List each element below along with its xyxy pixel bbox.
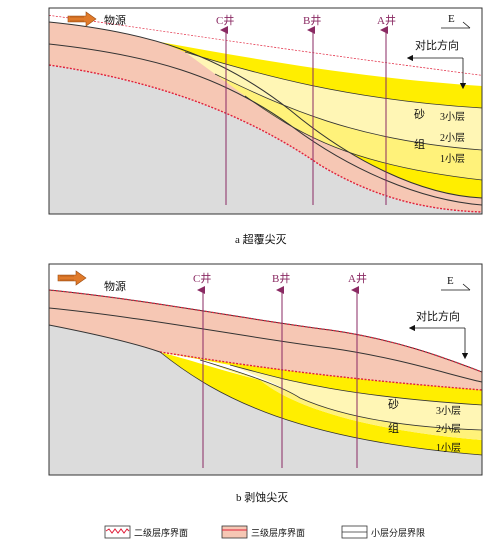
layer-label-2-b: 2小层 xyxy=(436,423,461,435)
direction-letter-a: E xyxy=(448,13,455,25)
basement-b xyxy=(49,325,482,475)
well-label-b-a: B井 xyxy=(303,13,321,27)
panel-b-frame xyxy=(48,263,483,476)
well-b-a: B井 xyxy=(303,13,321,205)
legend-item-double: 三级层序界面 xyxy=(221,525,305,539)
well-label-a-a: A井 xyxy=(377,13,396,27)
basement-a xyxy=(49,65,482,214)
group-char-2-b: 组 xyxy=(388,421,399,435)
legend-label-plain: 小层分层界限 xyxy=(371,528,425,538)
source-arrow-icon xyxy=(57,270,87,286)
well-label-a-b: A井 xyxy=(348,271,367,285)
layer-label-2-a: 2小层 xyxy=(440,132,465,144)
legend-item-wavy: 二级层序界面 xyxy=(104,525,188,539)
panel-b: 物源 C井 B井 A井 E 对比方向 砂 组 3小层 2小层 1小层 b 剥蚀尖… xyxy=(48,263,483,504)
well-c-b: C井 xyxy=(193,271,211,468)
caption-a: a 超覆尖灭 xyxy=(235,232,287,246)
well-label-c-b: C井 xyxy=(193,271,211,285)
well-a-b: A井 xyxy=(348,271,367,468)
well-label-c-a: C井 xyxy=(216,13,234,27)
well-a-a: A井 xyxy=(377,13,396,205)
provenance-label-b: 物源 xyxy=(104,279,126,293)
source-arrow-icon xyxy=(67,11,97,27)
legend-label-double: 三级层序界面 xyxy=(251,527,305,538)
pink-band-a xyxy=(49,22,482,212)
layer-label-3-b: 3小层 xyxy=(436,405,461,417)
layer-2-a xyxy=(215,74,482,180)
panel-a-frame xyxy=(48,7,483,215)
well-b-b: B井 xyxy=(272,271,290,468)
layer-label-1-a: 1小层 xyxy=(440,153,465,165)
legend-label-wavy: 二级层序界面 xyxy=(134,527,188,538)
well-c-a: C井 xyxy=(216,13,234,205)
layer-label-3-a: 3小层 xyxy=(440,111,465,123)
well-label-b-b: B井 xyxy=(272,271,290,285)
provenance-label-a: 物源 xyxy=(104,13,126,27)
layer-label-1-b: 1小层 xyxy=(436,442,461,454)
compare-label-a: 对比方向 xyxy=(415,38,459,52)
layer-1-b xyxy=(160,352,482,455)
caption-b: b 剥蚀尖灭 xyxy=(236,490,288,504)
group-char-1-b: 砂 xyxy=(388,398,399,411)
panel-a: 物源 C井 B井 A井 E 对比方向 砂 组 3小层 2小层 1小层 a 超覆尖… xyxy=(48,7,483,246)
group-char-1-a: 砂 xyxy=(414,108,425,121)
group-char-2-a: 组 xyxy=(414,137,425,151)
legend: 二级层序界面 三级层序界面 小层分层界限 xyxy=(104,525,425,539)
pink-band-b xyxy=(49,290,482,390)
layer-2-b xyxy=(200,360,482,440)
compare-label-b: 对比方向 xyxy=(416,309,460,323)
direction-letter-b: E xyxy=(447,275,454,287)
legend-item-plain: 小层分层界限 xyxy=(341,525,425,539)
layer-3-a xyxy=(185,52,482,150)
